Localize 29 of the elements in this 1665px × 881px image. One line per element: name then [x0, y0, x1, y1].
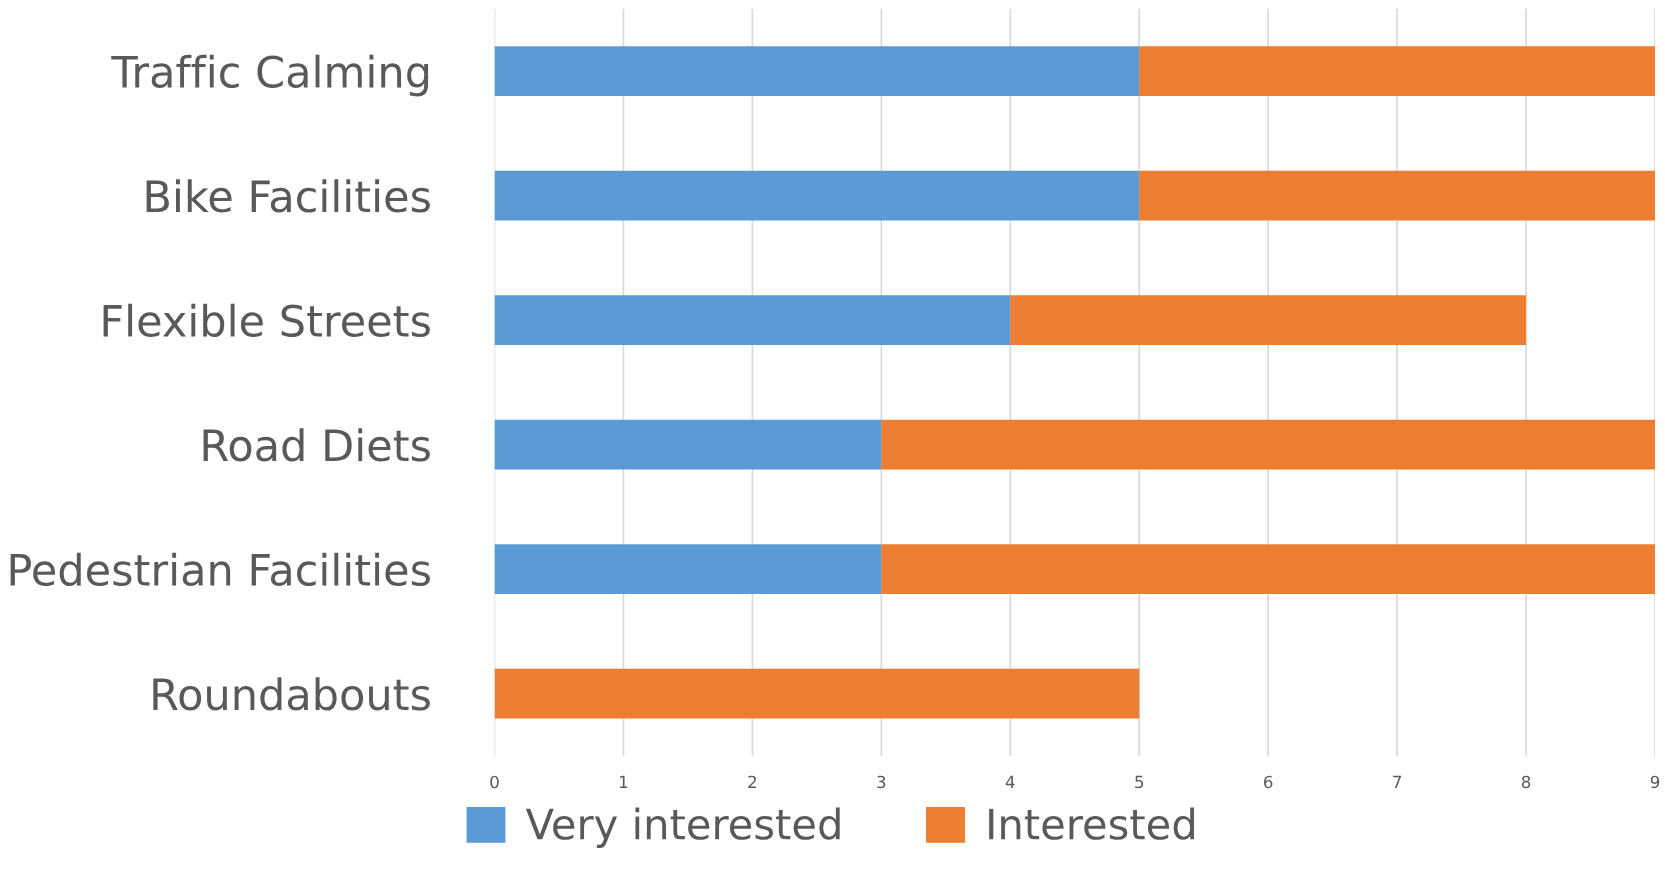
- y-tick-label: Pedestrian Facilities: [10, 552, 430, 587]
- bar: [494, 668, 1140, 719]
- bar: [1010, 295, 1527, 345]
- bar: [494, 295, 1011, 345]
- x-tick-label: 8: [1521, 775, 1531, 789]
- bar: [881, 544, 1656, 595]
- bar: [494, 170, 1140, 221]
- legend-label: Very interested: [525, 807, 840, 848]
- x-tick-label: 1: [619, 775, 628, 789]
- bar: [1139, 46, 1656, 96]
- x-tick-label: 2: [748, 775, 757, 789]
- y-tick-label: Road Diets: [203, 428, 430, 462]
- x-tick-label: 7: [1393, 775, 1401, 789]
- legend-label: Interested: [989, 807, 1194, 840]
- x-tick-label: 9: [1650, 775, 1660, 789]
- y-tick-label: Flexible Streets: [103, 303, 430, 338]
- bar: [494, 46, 1140, 96]
- x-tick-label: 5: [1135, 775, 1144, 789]
- x-tick-label: 3: [877, 775, 886, 789]
- y-tick-label: Bike Facilities: [146, 179, 430, 213]
- bar: [494, 419, 882, 470]
- bar: [494, 544, 882, 595]
- bar: [881, 419, 1656, 470]
- y-tick-label: Roundabouts: [153, 677, 430, 711]
- x-tick-label: 6: [1264, 775, 1273, 789]
- x-tick-label: 4: [1005, 775, 1015, 789]
- y-tick-label: Traffic Calming: [111, 54, 429, 97]
- x-tick-label: 0: [490, 775, 499, 789]
- bar: [1139, 170, 1656, 221]
